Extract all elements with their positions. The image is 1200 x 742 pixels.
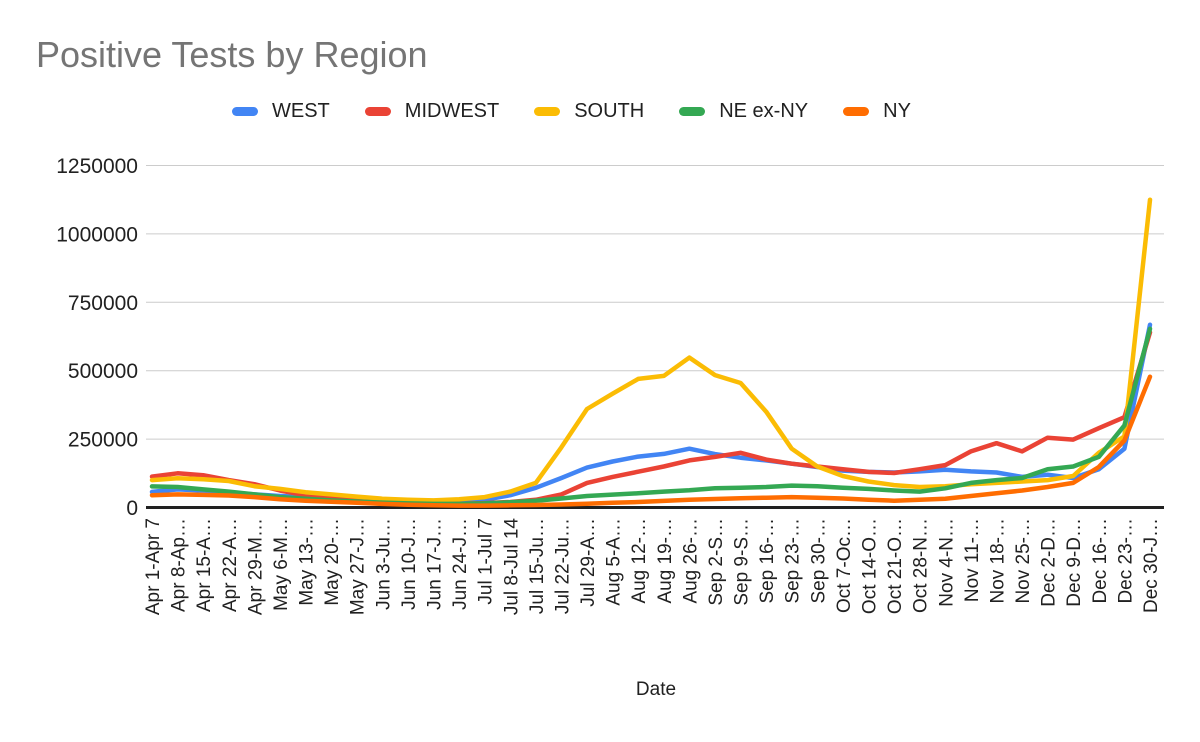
x-tick-label: Aug 19-… (655, 518, 676, 604)
legend-item-midwest: MIDWEST (364, 100, 500, 123)
chart-title: Positive Tests by Region (36, 34, 428, 75)
legend-label: SOUTH (574, 100, 645, 122)
y-tick-label: 1000000 (56, 223, 138, 246)
x-tick-label: Dec 2-D… (1039, 518, 1060, 607)
x-axis-title: Date (635, 679, 677, 700)
x-tick-label: Jul 15-Ju… (527, 518, 548, 614)
x-tick-label: May 20-… (322, 518, 343, 606)
x-tick-label: Sep 30-… (808, 518, 829, 604)
x-tick-label: Oct 14-O… (860, 518, 881, 614)
x-tick-label: Dec 16-… (1090, 518, 1111, 604)
x-tick-label: Sep 23-… (783, 518, 804, 604)
x-tick-label: Nov 11-… (962, 518, 983, 602)
x-tick-label: Jul 22-Ju… (552, 518, 573, 614)
series-line-ne-ex-ny (149, 326, 1153, 507)
x-tick-label: Sep 2-S… (706, 518, 727, 606)
x-tick-label: Apr 15-A… (194, 518, 215, 612)
y-tick-label: 1250000 (56, 155, 138, 178)
legend-label: NY (883, 100, 911, 122)
legend-swatch-icon (843, 107, 870, 116)
x-tick-label: Apr 29-M… (245, 518, 266, 615)
x-tick-label: Jul 8-Jul 14 (501, 518, 522, 616)
chart-legend: WEST MIDWEST SOUTH NE ex-NY NY (232, 100, 911, 123)
x-tick-label: Jun 24-J… (450, 518, 471, 610)
x-tick-label: Jul 29-A… (578, 518, 599, 607)
x-tick-label: Nov 25-… (1013, 518, 1034, 604)
x-tick-label: Dec 30-J… (1141, 518, 1162, 613)
x-tick-label: Jun 10-J… (399, 518, 420, 610)
x-tick-label: Oct 7-Oc… (834, 518, 855, 613)
x-tick-label: Nov 4-N… (936, 518, 957, 607)
x-tick-label: Jul 1-Jul 7 (476, 518, 497, 605)
x-tick-label: Apr 8-Ap… (169, 518, 190, 612)
x-tick-label: May 6-M… (271, 518, 292, 611)
legend-swatch-icon (232, 107, 258, 116)
legend-swatch-icon (679, 107, 706, 116)
x-tick-label: Apr 1-Apr 7 (143, 518, 164, 615)
x-tick-label: May 13-… (297, 518, 318, 606)
y-tick-label: 0 (126, 497, 138, 520)
legend-item-ny: NY (843, 100, 911, 123)
legend-label: WEST (272, 100, 330, 122)
x-tick-label: Sep 9-S… (732, 518, 753, 606)
legend-item-ne-ex-ny: NE ex-NY (679, 100, 808, 123)
x-tick-label: Aug 5-A… (604, 518, 625, 606)
series-line-west (149, 322, 1153, 505)
x-tick-label: Jun 3-Ju… (373, 518, 394, 610)
x-tick-label: Jun 17-J… (425, 518, 446, 610)
legend-label: MIDWEST (404, 100, 500, 122)
y-tick-label: 500000 (68, 360, 138, 383)
x-tick-label: Oct 21-O… (885, 518, 906, 614)
x-tick-label: Aug 26-… (680, 518, 701, 604)
legend-swatch-icon (534, 107, 561, 116)
x-tick-label: Aug 12-… (629, 518, 650, 604)
x-tick-label: Oct 28-N… (911, 518, 932, 613)
series-line-ny (149, 374, 1153, 508)
x-tick-label: Dec 23-… (1115, 518, 1136, 604)
legend-item-west: WEST (232, 100, 330, 123)
x-tick-label: Nov 18-… (988, 518, 1009, 604)
series-line-midwest (149, 330, 1153, 506)
x-tick-label: Dec 9-D… (1064, 518, 1085, 607)
legend-item-south: SOUTH (534, 100, 644, 123)
x-tick-label: May 27-J… (348, 518, 369, 615)
y-tick-label: 750000 (68, 292, 138, 315)
x-tick-label: Sep 16-… (757, 518, 778, 604)
x-tick-label: Apr 22-A… (220, 518, 241, 612)
legend-swatch-icon (364, 107, 391, 116)
legend-label: NE ex-NY (719, 100, 809, 122)
y-tick-label: 250000 (68, 429, 138, 452)
